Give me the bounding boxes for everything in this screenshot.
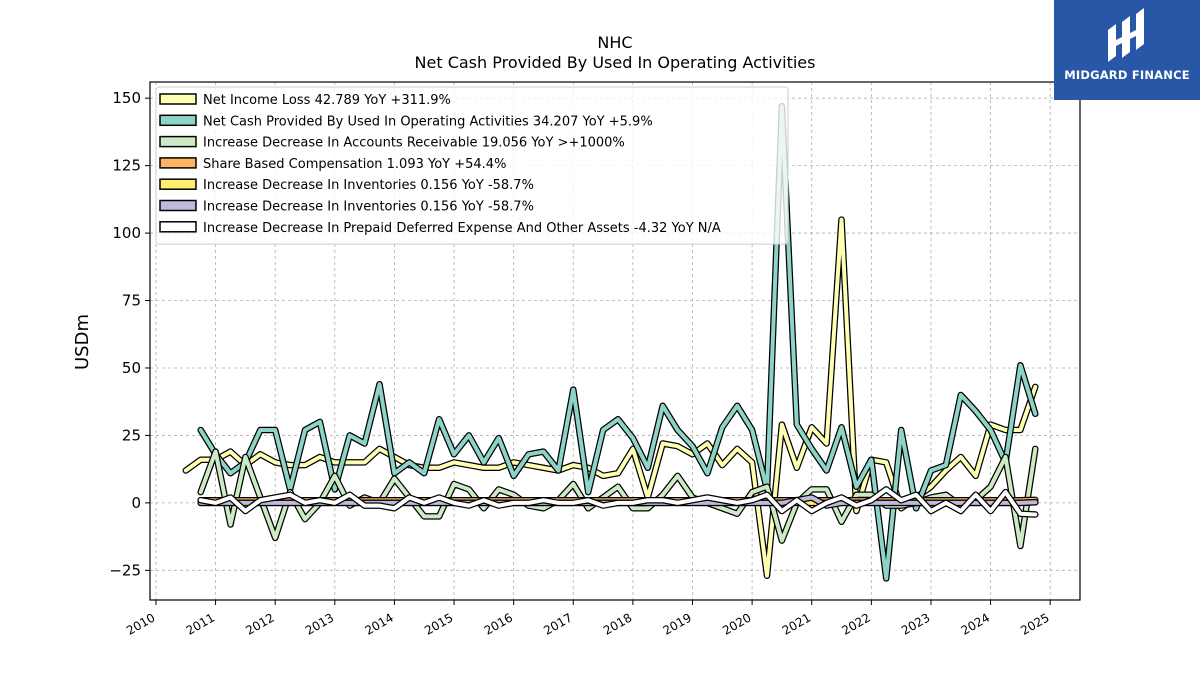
midgard-finance-logo: MIDGARD FINANCE bbox=[1054, 0, 1200, 100]
legend-swatch bbox=[159, 93, 197, 105]
x-tick-label: 2025 bbox=[1018, 610, 1051, 637]
series-outline bbox=[182, 216, 1039, 579]
series-line bbox=[197, 103, 1039, 582]
x-tick-label: 2012 bbox=[243, 610, 276, 637]
series-line bbox=[182, 216, 1039, 579]
legend-box bbox=[155, 86, 789, 245]
y-tick-label: 50 bbox=[122, 359, 141, 377]
y-tick-label: 0 bbox=[131, 494, 141, 512]
chart-subtitle: Net Cash Provided By Used In Operating A… bbox=[415, 53, 816, 72]
x-tick-label: 2018 bbox=[601, 610, 634, 637]
plot-frame bbox=[149, 81, 1081, 601]
y-tick-label: 125 bbox=[112, 157, 141, 175]
legend-label: Share Based Compensation 1.093 YoY +54.4… bbox=[203, 157, 506, 172]
y-axis-label: USDm bbox=[72, 314, 93, 370]
logo-mark-icon bbox=[1108, 8, 1144, 62]
x-tick-label: 2017 bbox=[541, 610, 574, 637]
chart-title: NHC bbox=[597, 33, 632, 52]
legend-swatch bbox=[159, 221, 197, 233]
legend-swatch bbox=[159, 114, 197, 127]
legend-label: Increase Decrease In Inventories 0.156 Y… bbox=[203, 200, 534, 215]
y-tick-label: 75 bbox=[122, 292, 141, 310]
x-tick-label: 2015 bbox=[422, 610, 455, 637]
x-tick-label: 2021 bbox=[780, 610, 813, 637]
series-stroke bbox=[198, 104, 1038, 581]
legend-label: Increase Decrease In Inventories 0.156 Y… bbox=[203, 178, 534, 193]
x-tick-label: 2019 bbox=[661, 610, 694, 637]
legend-swatch bbox=[159, 157, 197, 169]
y-tick-label: 150 bbox=[112, 89, 141, 107]
series-stroke bbox=[183, 217, 1038, 578]
x-tick-label: 2020 bbox=[720, 610, 753, 637]
x-tick-label: 2010 bbox=[124, 610, 157, 637]
x-tick-label: 2013 bbox=[303, 610, 336, 637]
legend: Net Income Loss 42.789 YoY +311.9% Net Ca… bbox=[155, 86, 789, 245]
logo-text: MIDGARD FINANCE bbox=[1064, 68, 1190, 82]
x-tick-label: 2014 bbox=[362, 610, 395, 637]
x-tick-label: 2024 bbox=[959, 610, 992, 637]
legend-label: Increase Decrease In Accounts Receivable… bbox=[203, 136, 625, 151]
legend-swatch bbox=[159, 135, 197, 148]
y-tick-label: 25 bbox=[122, 426, 141, 444]
legend-swatch bbox=[159, 178, 197, 190]
legend-label: Net Income Loss 42.789 YoY +311.9% bbox=[203, 93, 451, 108]
x-tick-label: 2023 bbox=[899, 610, 932, 637]
series-line bbox=[197, 486, 1039, 518]
legend-label: Increase Decrease In Prepaid Deferred Ex… bbox=[203, 221, 721, 236]
y-tick-label: −25 bbox=[109, 561, 141, 579]
x-tick-label: 2016 bbox=[482, 610, 515, 637]
series-group bbox=[182, 103, 1039, 582]
series-stroke bbox=[198, 487, 1038, 517]
legend-swatch bbox=[159, 199, 197, 212]
legend-label: Net Cash Provided By Used In Operating A… bbox=[203, 114, 653, 129]
x-tick-label: 2011 bbox=[184, 610, 217, 637]
y-tick-label: 100 bbox=[112, 224, 141, 242]
x-tick-label: 2022 bbox=[839, 610, 872, 637]
